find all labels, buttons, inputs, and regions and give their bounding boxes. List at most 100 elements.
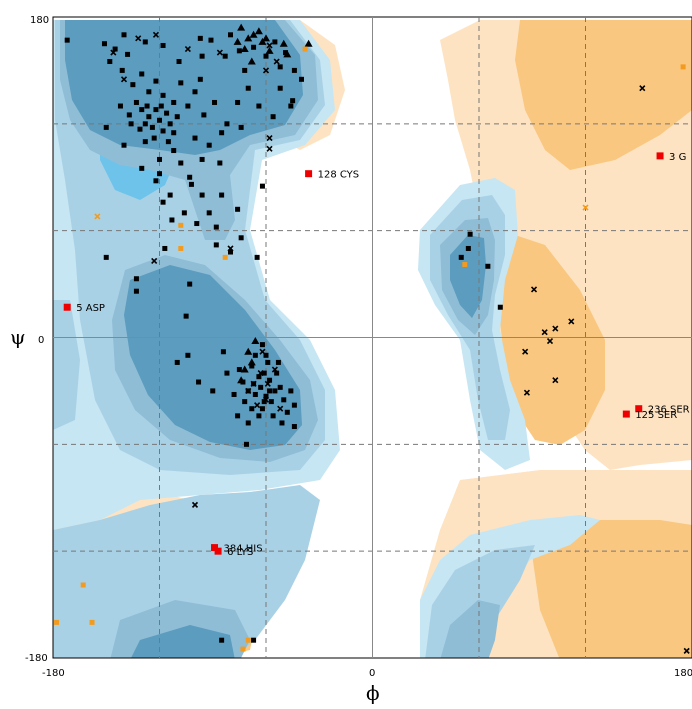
- residue-point: [279, 420, 285, 426]
- residue-cross: [522, 348, 529, 355]
- residue-point: [245, 85, 251, 91]
- residue-point: [231, 391, 237, 397]
- residue-point: [243, 441, 249, 447]
- residue-point: [277, 384, 283, 390]
- residue-point: [130, 82, 136, 88]
- residue-point: [228, 32, 233, 38]
- residue-point: [208, 37, 214, 43]
- residue-triangle: [247, 57, 256, 65]
- outlier-label: 125 SER: [635, 410, 677, 421]
- residue-cross: [250, 380, 257, 387]
- residue-point: [199, 192, 205, 198]
- residue-cross: [151, 257, 158, 265]
- residue-triangle: [247, 358, 256, 366]
- y-tick-bottom: -180: [25, 653, 48, 664]
- residue-point: [187, 281, 193, 287]
- residue-point: [128, 121, 134, 127]
- residue-point: [160, 199, 166, 205]
- residue-triangle: [304, 39, 313, 47]
- residue-point: [64, 37, 70, 43]
- residue-point: [171, 148, 177, 154]
- residue-point: [213, 242, 219, 248]
- residue-point: [188, 181, 194, 187]
- residue-point: [256, 374, 262, 380]
- orange-dark-lower-right: [530, 520, 692, 658]
- residue-point: [284, 409, 290, 415]
- residue-cross: [530, 286, 538, 293]
- residue-point: [137, 126, 143, 132]
- residue-point: [146, 114, 152, 120]
- grid: [53, 17, 692, 658]
- residue-cross: [216, 49, 223, 56]
- residue-point: [272, 39, 278, 45]
- residue-triangle: [254, 27, 263, 35]
- residue-point: [277, 85, 283, 91]
- residue-point: [162, 245, 168, 251]
- residue-triangle: [251, 337, 260, 345]
- residue-point: [252, 391, 258, 397]
- residue-point: [126, 112, 132, 118]
- residue-point: [288, 103, 294, 109]
- residue-point: [291, 402, 297, 408]
- residue-triangle: [249, 30, 258, 38]
- residue-cross: [152, 31, 160, 38]
- residue-cross: [266, 135, 273, 142]
- glypro-cross: [94, 213, 101, 220]
- residue-point: [228, 249, 233, 255]
- residue-point: [171, 99, 177, 105]
- residue-point: [467, 231, 473, 237]
- residue-point: [251, 44, 257, 50]
- residue-point: [119, 67, 125, 73]
- residue-point: [139, 165, 145, 171]
- residue-point: [235, 206, 241, 212]
- residue-point: [245, 420, 251, 426]
- residue-point: [121, 32, 127, 38]
- residue-point: [283, 50, 289, 56]
- glypro-point: [240, 646, 246, 652]
- residue-triangle: [240, 45, 249, 53]
- residue-point: [263, 53, 269, 59]
- residue-cross: [245, 387, 252, 394]
- residue-cross: [541, 329, 548, 336]
- residue-point: [263, 393, 269, 399]
- residue-triangle: [244, 347, 253, 355]
- residue-triangle: [244, 34, 253, 42]
- outlier-point: [305, 170, 313, 178]
- residue-point: [169, 217, 175, 223]
- residue-point: [160, 42, 166, 48]
- residue-cross: [552, 377, 559, 384]
- residue-cross: [266, 42, 273, 49]
- outlier-label: 5 ASP: [76, 303, 105, 314]
- glypro-point: [245, 637, 251, 643]
- residue-point: [103, 124, 109, 130]
- glypro-point: [462, 261, 468, 267]
- residue-point: [238, 235, 244, 241]
- residue-point: [133, 276, 139, 282]
- residue-point: [259, 342, 265, 348]
- residue-cross: [546, 337, 554, 345]
- residue-point: [185, 352, 191, 358]
- residue-point: [288, 388, 294, 394]
- outlier-label: 3 G: [669, 152, 686, 163]
- blue-left-edge: [53, 300, 80, 430]
- residue-point: [254, 254, 260, 260]
- blue-dark-core-top: [65, 20, 303, 155]
- residue-point: [153, 78, 159, 84]
- residue-point: [142, 121, 148, 127]
- residue-cross: [266, 145, 273, 152]
- residue-point: [242, 67, 248, 73]
- outlier-point: [211, 544, 219, 552]
- residue-point: [153, 107, 159, 113]
- outlier-point: [656, 152, 664, 160]
- residue-point: [281, 397, 287, 403]
- blue-allowed-lower-left: [53, 485, 320, 658]
- y-tick-mid: 0: [38, 335, 44, 346]
- residue-point: [139, 71, 145, 77]
- residue-point: [299, 76, 304, 82]
- residue-cross: [639, 85, 646, 92]
- residue-point: [192, 135, 198, 141]
- residue-point: [174, 359, 180, 365]
- residue-point: [210, 388, 216, 394]
- glypro-point: [222, 254, 228, 260]
